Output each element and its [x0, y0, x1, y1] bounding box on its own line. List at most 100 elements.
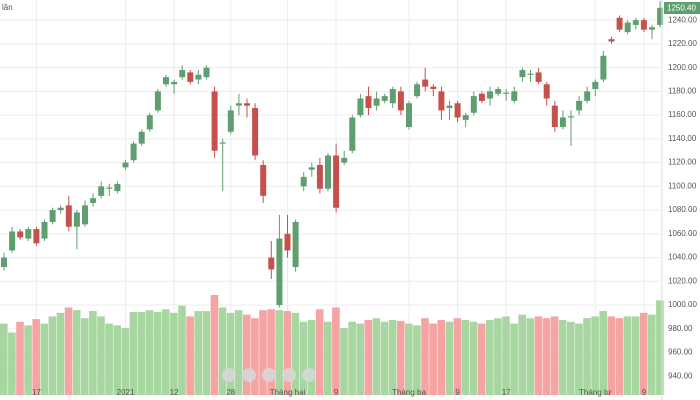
- volume-bar: [137, 311, 146, 395]
- x-tick-label: 28: [226, 388, 235, 397]
- volume-bar: [56, 312, 65, 395]
- candle-body: [478, 93, 485, 101]
- candle-body: [373, 98, 380, 106]
- nav-button[interactable]: [222, 368, 236, 382]
- volume-bar: [437, 320, 445, 395]
- volume-bar: [48, 316, 57, 395]
- volume-bar: [469, 321, 478, 395]
- volume-bar: [453, 318, 462, 395]
- candle-body: [576, 100, 583, 111]
- candle-body: [276, 238, 283, 306]
- candle-body: [211, 91, 218, 151]
- y-tick-label: 1240.00: [668, 15, 697, 24]
- candle-body: [106, 187, 113, 189]
- volume-bar: [72, 310, 81, 395]
- candle-body: [252, 108, 259, 156]
- candle-body: [179, 70, 186, 78]
- volume-bar: [40, 323, 49, 395]
- nav-button[interactable]: [302, 368, 316, 382]
- nav-button[interactable]: [282, 368, 296, 382]
- candle-body: [422, 79, 429, 87]
- volume-bar: [413, 325, 421, 395]
- candle-body: [406, 103, 412, 128]
- candle-body: [41, 221, 48, 239]
- candle-body: [414, 84, 421, 97]
- candle-body: [73, 212, 80, 227]
- y-tick-label: 1140.00: [668, 134, 697, 143]
- candle-body: [438, 91, 445, 111]
- volume-bar: [0, 323, 8, 395]
- volume-bar: [356, 323, 364, 395]
- x-tick-label: 17: [32, 388, 41, 397]
- y-tick-label: 1120.00: [668, 158, 697, 167]
- candle-body: [9, 231, 16, 251]
- volume-bar: [226, 312, 235, 395]
- nav-button[interactable]: [262, 368, 276, 382]
- y-tick-label: 1200.00: [668, 63, 697, 72]
- volume-bar: [364, 320, 373, 395]
- volume-bar: [299, 321, 308, 395]
- volume-bar: [105, 323, 113, 395]
- candle-body: [559, 117, 566, 128]
- volume-bar: [486, 320, 494, 395]
- volume-bar: [502, 316, 510, 395]
- candle-body: [235, 103, 242, 106]
- volume-bar: [405, 323, 413, 395]
- volume-bar: [388, 320, 397, 395]
- candle-body: [600, 55, 607, 80]
- volume-bar: [477, 323, 486, 395]
- volume-bar: [639, 312, 648, 395]
- volume-layer: [0, 295, 664, 395]
- candle-body: [219, 142, 226, 144]
- candle-body: [649, 27, 655, 30]
- volume-bar: [202, 311, 211, 395]
- candle-body: [114, 183, 121, 192]
- y-tick-label: 1220.00: [668, 39, 697, 48]
- y-tick-label: 980.00: [668, 324, 693, 333]
- candle-body: [430, 86, 437, 90]
- candle-body: [551, 105, 558, 128]
- x-tick-label: 12: [170, 388, 179, 397]
- volume-bar: [113, 325, 121, 395]
- candle-body: [640, 20, 647, 30]
- volume-bar: [121, 328, 130, 395]
- last-price-box: [664, 2, 700, 14]
- last-price-label: 1250.40: [667, 4, 696, 13]
- y-tick-label: 1040.00: [668, 253, 697, 262]
- candle-body: [33, 229, 40, 244]
- volume-bar: [275, 310, 283, 395]
- candle-body: [568, 116, 574, 118]
- volume-bar: [656, 300, 664, 395]
- volume-bar: [186, 316, 194, 395]
- volume-bar: [243, 314, 251, 395]
- volume-bar: [526, 318, 535, 395]
- candle-body: [138, 131, 145, 144]
- candle-body: [187, 72, 194, 82]
- x-tick-label: 9: [642, 388, 647, 397]
- volume-bar: [648, 314, 656, 395]
- nav-button[interactable]: [242, 368, 256, 382]
- y-tick-label: 1160.00: [668, 110, 697, 119]
- candle-body: [268, 257, 275, 270]
- volume-bar: [97, 316, 105, 395]
- volume-bar: [599, 311, 607, 395]
- candle-body: [325, 155, 331, 189]
- volume-bar: [324, 321, 332, 395]
- candle-body: [284, 233, 291, 251]
- candle-body: [592, 81, 599, 90]
- volume-bar: [162, 309, 170, 395]
- y-tick-label: 1100.00: [668, 181, 697, 190]
- candle-body: [163, 77, 169, 85]
- candle-body: [381, 96, 388, 101]
- volume-bar: [129, 311, 138, 395]
- volume-bar: [591, 316, 599, 395]
- candle-body: [333, 155, 340, 208]
- volume-bar: [283, 311, 292, 395]
- volume-bar: [542, 318, 551, 395]
- candle-body: [495, 89, 502, 94]
- y-tick-label: 940.00: [668, 371, 693, 380]
- candle-body: [49, 210, 56, 222]
- volume-bar: [81, 318, 89, 395]
- volume-bar: [170, 312, 178, 395]
- candle-body: [260, 164, 267, 196]
